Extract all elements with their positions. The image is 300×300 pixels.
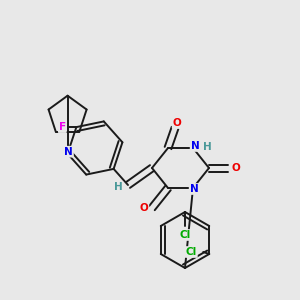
Text: H: H xyxy=(114,182,122,192)
Text: H: H xyxy=(202,142,211,152)
Text: N: N xyxy=(64,147,73,157)
Text: O: O xyxy=(232,163,240,173)
Text: O: O xyxy=(172,118,182,128)
Text: Cl: Cl xyxy=(179,230,191,240)
Text: N: N xyxy=(190,184,198,194)
Text: O: O xyxy=(140,203,148,213)
Text: Cl: Cl xyxy=(186,247,197,257)
Text: N: N xyxy=(190,141,200,151)
Text: F: F xyxy=(59,122,66,132)
